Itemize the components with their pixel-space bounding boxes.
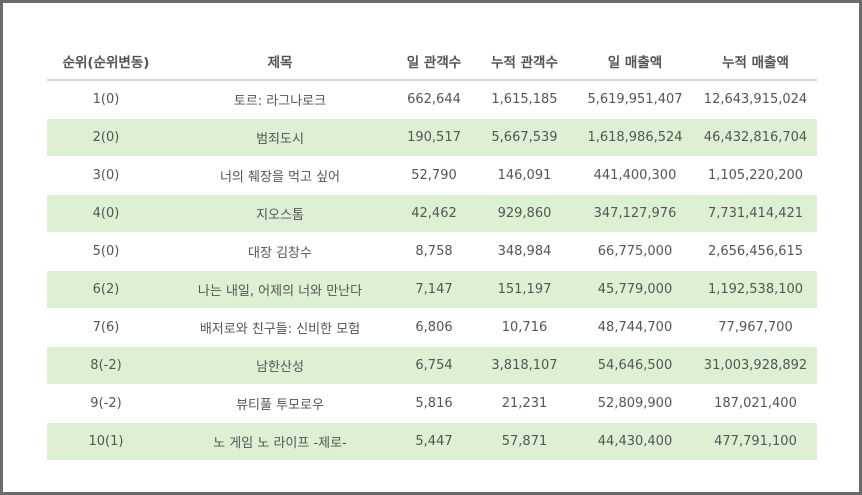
cell-daily-sales: 347,127,976 <box>576 194 694 233</box>
cell-total-audience: 146,091 <box>473 156 576 195</box>
cell-total-audience: 3,818,107 <box>473 346 576 385</box>
cell-total-audience: 5,667,539 <box>473 118 576 157</box>
cell-total-audience: 57,871 <box>473 422 576 460</box>
cell-title: 범죄도시 <box>165 118 395 157</box>
cell-daily-audience: 5,447 <box>395 422 473 460</box>
cell-total-sales: 1,105,220,200 <box>694 156 817 195</box>
cell-daily-sales: 45,779,000 <box>576 270 694 309</box>
cell-daily-audience: 6,806 <box>395 308 473 347</box>
cell-daily-audience: 662,644 <box>395 79 473 119</box>
cell-rank: 8(-2) <box>47 346 165 385</box>
cell-title: 나는 내일, 어제의 너와 만난다 <box>165 270 395 309</box>
cell-total-sales: 12,643,915,024 <box>694 79 817 119</box>
table-row: 6(2) 나는 내일, 어제의 너와 만난다 7,147 151,197 45,… <box>47 270 817 309</box>
cell-total-sales: 1,192,538,100 <box>694 270 817 309</box>
cell-title: 노 게임 노 라이프 -제로- <box>165 422 395 460</box>
cell-daily-audience: 190,517 <box>395 118 473 157</box>
cell-daily-sales: 44,430,400 <box>576 422 694 460</box>
cell-title: 토르: 라그나로크 <box>165 79 395 119</box>
cell-title: 지오스톰 <box>165 194 395 233</box>
cell-daily-sales: 1,618,986,524 <box>576 118 694 157</box>
cell-total-audience: 151,197 <box>473 270 576 309</box>
cell-total-sales: 7,731,414,421 <box>694 194 817 233</box>
cell-daily-audience: 52,790 <box>395 156 473 195</box>
cell-total-sales: 46,432,816,704 <box>694 118 817 157</box>
cell-total-audience: 929,860 <box>473 194 576 233</box>
table-header-row: 순위(순위변동) 제목 일 관객수 누적 관객수 일 매출액 누적 매출액 <box>47 42 817 81</box>
cell-rank: 1(0) <box>47 79 165 119</box>
table-row: 4(0) 지오스톰 42,462 929,860 347,127,976 7,7… <box>47 194 817 233</box>
cell-rank: 2(0) <box>47 118 165 157</box>
table-row: 1(0) 토르: 라그나로크 662,644 1,615,185 5,619,9… <box>47 79 817 119</box>
table-row: 10(1) 노 게임 노 라이프 -제로- 5,447 57,871 44,43… <box>47 422 817 460</box>
cell-total-audience: 348,984 <box>473 232 576 271</box>
table-row: 3(0) 너의 췌장을 먹고 싶어 52,790 146,091 441,400… <box>47 156 817 195</box>
cell-total-sales: 77,967,700 <box>694 308 817 347</box>
box-office-table: 순위(순위변동) 제목 일 관객수 누적 관객수 일 매출액 누적 매출액 1(… <box>47 42 817 460</box>
cell-daily-sales: 5,619,951,407 <box>576 79 694 119</box>
cell-title: 남한산성 <box>165 346 395 385</box>
box-office-table-container: 순위(순위변동) 제목 일 관객수 누적 관객수 일 매출액 누적 매출액 1(… <box>47 42 817 460</box>
cell-daily-sales: 66,775,000 <box>576 232 694 271</box>
cell-rank: 6(2) <box>47 270 165 309</box>
header-daily-sales: 일 매출액 <box>576 42 694 81</box>
table-row: 2(0) 범죄도시 190,517 5,667,539 1,618,986,52… <box>47 118 817 157</box>
header-total-audience: 누적 관객수 <box>473 42 576 81</box>
cell-total-audience: 21,231 <box>473 384 576 423</box>
cell-daily-audience: 8,758 <box>395 232 473 271</box>
table-row: 8(-2) 남한산성 6,754 3,818,107 54,646,500 31… <box>47 346 817 385</box>
cell-total-sales: 477,791,100 <box>694 422 817 460</box>
header-rank: 순위(순위변동) <box>47 42 165 81</box>
cell-daily-audience: 7,147 <box>395 270 473 309</box>
cell-rank: 3(0) <box>47 156 165 195</box>
cell-title: 배저로와 친구들: 신비한 모험 <box>165 308 395 347</box>
header-daily-audience: 일 관객수 <box>395 42 473 81</box>
header-title: 제목 <box>165 42 395 81</box>
cell-daily-audience: 42,462 <box>395 194 473 233</box>
cell-daily-sales: 52,809,900 <box>576 384 694 423</box>
cell-daily-sales: 54,646,500 <box>576 346 694 385</box>
cell-rank: 10(1) <box>47 422 165 460</box>
table-row: 7(6) 배저로와 친구들: 신비한 모험 6,806 10,716 48,74… <box>47 308 817 347</box>
cell-title: 대장 김창수 <box>165 232 395 271</box>
cell-daily-sales: 48,744,700 <box>576 308 694 347</box>
cell-rank: 4(0) <box>47 194 165 233</box>
cell-daily-audience: 5,816 <box>395 384 473 423</box>
cell-total-audience: 1,615,185 <box>473 79 576 119</box>
header-total-sales: 누적 매출액 <box>694 42 817 81</box>
cell-title: 뷰티풀 투모로우 <box>165 384 395 423</box>
cell-daily-sales: 441,400,300 <box>576 156 694 195</box>
cell-total-sales: 2,656,456,615 <box>694 232 817 271</box>
cell-rank: 7(6) <box>47 308 165 347</box>
cell-total-audience: 10,716 <box>473 308 576 347</box>
cell-rank: 9(-2) <box>47 384 165 423</box>
table-row: 9(-2) 뷰티풀 투모로우 5,816 21,231 52,809,900 1… <box>47 384 817 423</box>
cell-total-sales: 31,003,928,892 <box>694 346 817 385</box>
cell-daily-audience: 6,754 <box>395 346 473 385</box>
cell-rank: 5(0) <box>47 232 165 271</box>
cell-total-sales: 187,021,400 <box>694 384 817 423</box>
cell-title: 너의 췌장을 먹고 싶어 <box>165 156 395 195</box>
table-row: 5(0) 대장 김창수 8,758 348,984 66,775,000 2,6… <box>47 232 817 271</box>
